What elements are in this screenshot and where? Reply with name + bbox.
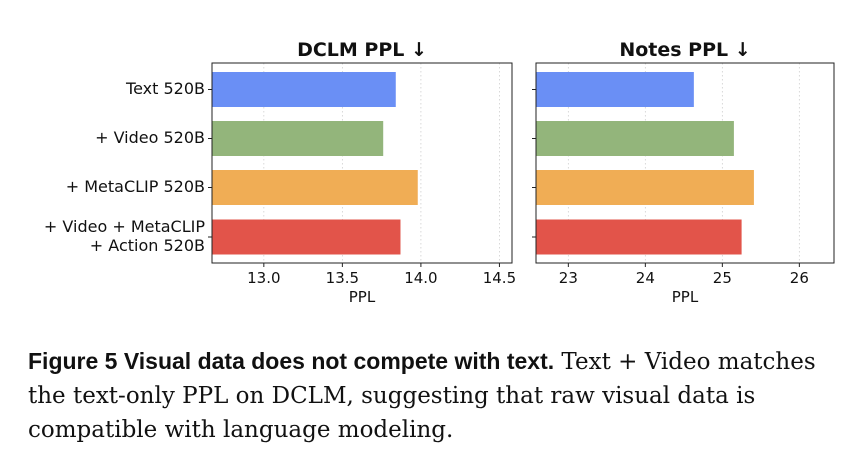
x-tick-label: 26 (790, 269, 809, 287)
chart-notes-ppl: 23 24 25 26 Notes PPL ↓ PPL (532, 39, 835, 306)
category-label: + MetaCLIP 520B (66, 177, 205, 196)
chart-dclm-ppl: Text 520B + Video 520B + MetaCLIP 520B + Vi… (44, 39, 516, 306)
category-label: + Video + MetaCLIP (44, 217, 205, 236)
x-tick-label: 25 (713, 269, 732, 287)
bar (212, 219, 401, 255)
bar (536, 72, 694, 107)
plot-frame (535, 62, 835, 264)
caption-lead: Figure 5 Visual data does not compete wi… (28, 348, 555, 374)
bar (212, 72, 396, 107)
caption-body: Text + Video matches the text-only PPL o… (28, 349, 816, 443)
category-label: + Action 520B (90, 236, 205, 255)
bar (536, 170, 754, 205)
x-tick-label: 13.5 (326, 269, 359, 287)
x-tick-label: 14.0 (404, 269, 437, 287)
category-label: + Video 520B (95, 128, 205, 147)
bar (212, 121, 384, 156)
bar (212, 170, 418, 205)
bar (536, 121, 734, 156)
x-tick-label: 13.0 (247, 269, 280, 287)
category-label: Text 520B (125, 79, 205, 98)
figure-caption: Figure 5 Visual data does not compete wi… (28, 344, 848, 447)
figure-charts: Text 520B + Video 520B + MetaCLIP 520B + Vi… (44, 39, 835, 306)
x-axis-label: PPL (672, 288, 699, 306)
x-axis-label: PPL (349, 288, 376, 306)
chart-title: Notes PPL ↓ (619, 39, 750, 61)
bar (536, 219, 742, 255)
x-tick-label: 14.5 (483, 269, 516, 287)
chart-title: DCLM PPL ↓ (297, 39, 427, 61)
plot-frame (211, 62, 513, 264)
x-tick-label: 23 (559, 269, 578, 287)
x-tick-label: 24 (636, 269, 655, 287)
